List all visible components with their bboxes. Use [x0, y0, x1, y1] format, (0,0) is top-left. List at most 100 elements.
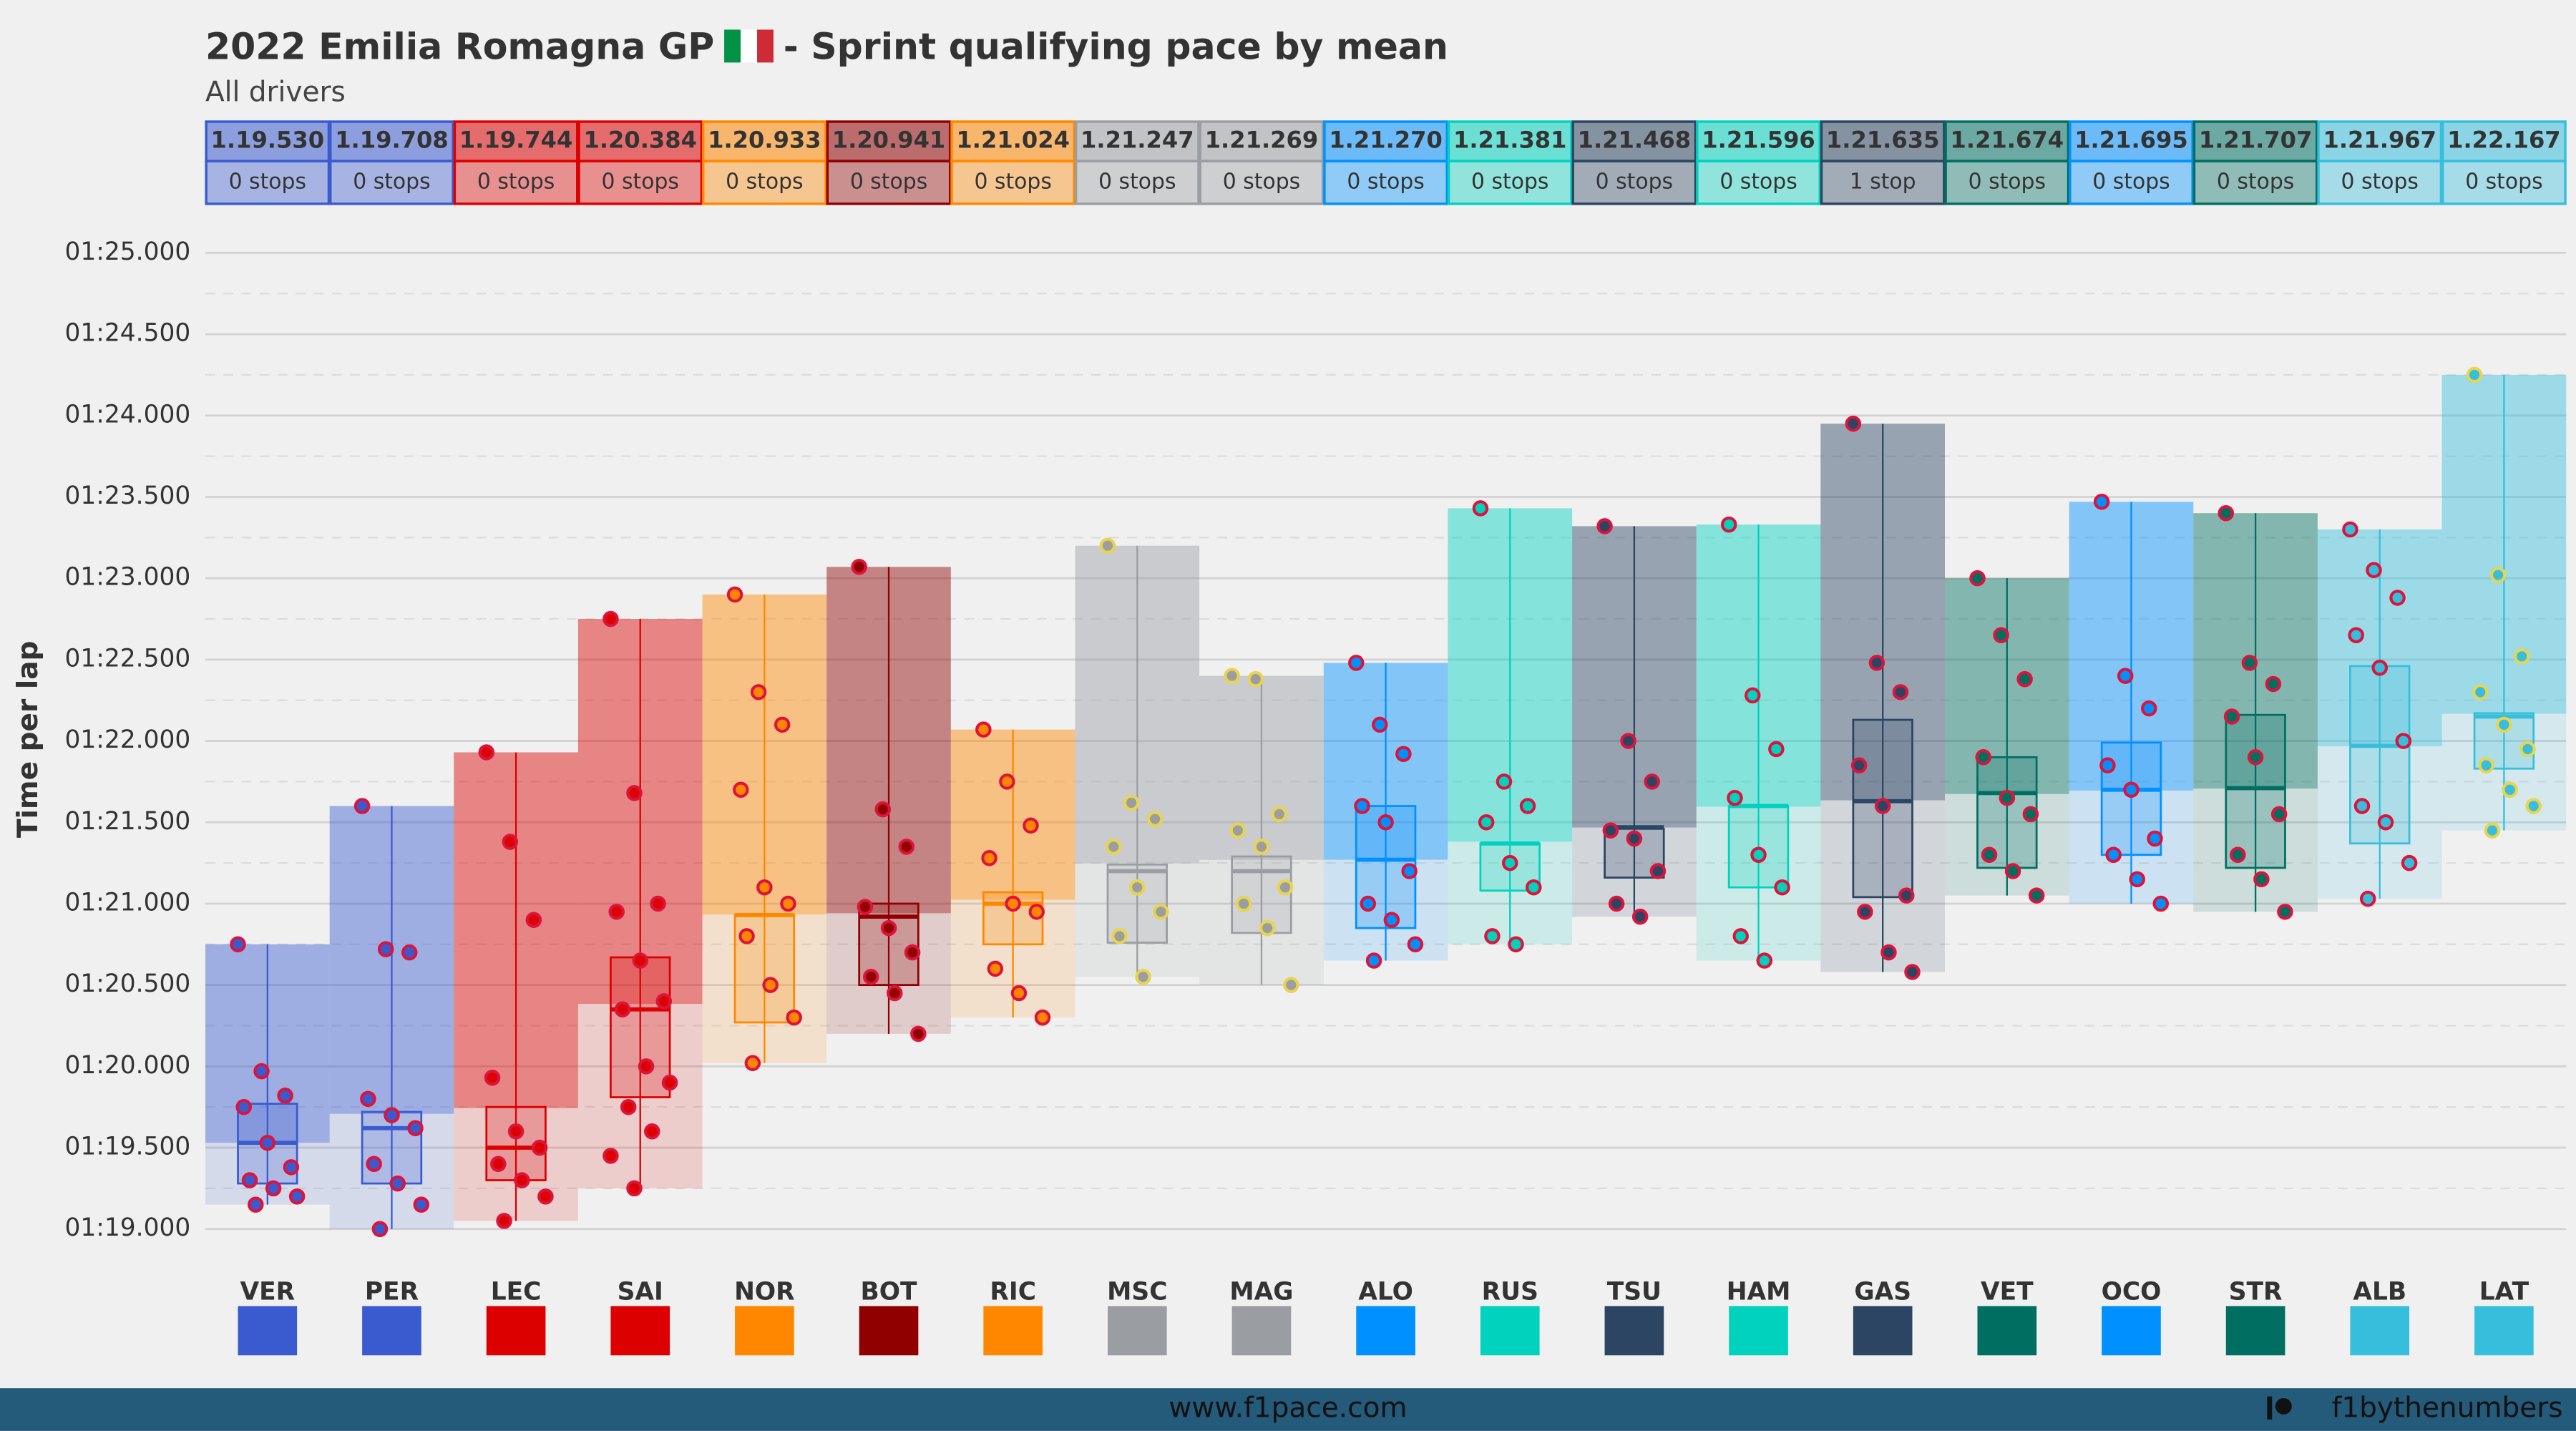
team-logo [1729, 1306, 1788, 1356]
lap-point [1271, 806, 1288, 823]
lap-point [1099, 537, 1116, 554]
box [2349, 665, 2411, 845]
flag [724, 29, 774, 63]
stops-label: 0 stops [1471, 169, 1548, 194]
y-tick-label: 01:21.500 [64, 807, 190, 836]
team-logo [735, 1306, 794, 1356]
lap-point [898, 839, 915, 855]
lap-point [2253, 871, 2270, 888]
lap-point [235, 1098, 253, 1115]
footer-handle: f1bythenumbers [2332, 1392, 2563, 1425]
lap-point [1596, 518, 1613, 534]
footer-bar [0, 1388, 2576, 1431]
driver-label: PER [365, 1278, 419, 1307]
driver-label: LAT [2479, 1278, 2529, 1307]
mean-label: 1.21.024 [956, 127, 1070, 154]
header-cell [1696, 120, 1821, 162]
driver-label: LEC [491, 1278, 542, 1307]
lap-point [2241, 655, 2258, 671]
driver-label: GAS [1854, 1278, 1911, 1307]
header-cell [701, 120, 827, 162]
stops-label: 0 stops [974, 169, 1051, 194]
header-cell [2192, 160, 2318, 205]
lap-point [2016, 670, 2033, 688]
lap-point [525, 912, 542, 928]
team-logo [1480, 1306, 1540, 1356]
mean-label: 1.21.596 [1702, 127, 1815, 154]
lap-point [490, 1156, 507, 1173]
team-logo [2225, 1306, 2285, 1356]
lap-point [2004, 863, 2021, 879]
lap-point [1631, 908, 1649, 925]
lap-point [1247, 670, 1264, 688]
team-logo [610, 1306, 670, 1356]
mean-label: 1.20.941 [832, 127, 946, 154]
lap-point [1981, 846, 1998, 863]
lap-point [1010, 985, 1028, 1002]
header-cell [2441, 120, 2567, 162]
lap-point [2218, 504, 2235, 522]
lap-point [620, 1098, 637, 1115]
lap-point [1857, 904, 1873, 920]
stops-label: 1 stop [1850, 169, 1916, 194]
mean-label: 1.21.674 [1951, 127, 2064, 154]
mean-label: 1.19.708 [335, 127, 449, 154]
lap-point [1904, 964, 1921, 980]
lap-point [1868, 655, 1885, 671]
header-cell [1944, 160, 2070, 205]
mean-label: 1.21.247 [1080, 127, 1194, 154]
lap-point [1106, 839, 1122, 855]
lap-point [1727, 789, 1743, 806]
header-cell [1447, 120, 1573, 162]
y-tick-label: 01:23.500 [64, 482, 190, 510]
lap-point [750, 684, 767, 700]
lap-point [531, 1139, 548, 1156]
lap-point [1123, 794, 1140, 811]
team-logo [983, 1306, 1043, 1356]
footer-icon [2275, 1397, 2292, 1415]
lap-point [1407, 936, 1424, 953]
lap-point [1259, 919, 1276, 937]
lap-point [1768, 741, 1785, 758]
header-cell [950, 160, 1076, 205]
lap-point [2525, 798, 2542, 814]
lap-point [999, 773, 1015, 790]
stops-label: 0 stops [2217, 169, 2294, 194]
lap-point [401, 944, 418, 961]
lap-point [1874, 798, 1891, 814]
lap-point [2502, 781, 2518, 798]
driver-label: OCO [2102, 1278, 2162, 1307]
lap-point [1372, 716, 1388, 733]
driver-label: ALO [1358, 1278, 1413, 1307]
lap-point [887, 985, 903, 1002]
lap-point [1750, 846, 1767, 863]
lap-point [2270, 806, 2288, 823]
lap-point [880, 919, 897, 937]
lap-point [1348, 655, 1365, 671]
lap-point [661, 1074, 678, 1091]
y-tick-label: 01:25.000 [64, 238, 190, 266]
lap-point [2028, 887, 2045, 904]
lap-point [514, 1172, 530, 1188]
lap-point [2371, 659, 2389, 676]
lap-point [851, 559, 867, 575]
lap-point [1153, 904, 1169, 920]
mean-label: 1.20.384 [583, 127, 697, 154]
driver-label: SAI [618, 1278, 663, 1307]
header-cell [329, 160, 454, 205]
lap-point [2093, 494, 2110, 510]
lap-point [2117, 668, 2134, 684]
lap-point [857, 899, 874, 915]
lap-point [2223, 708, 2240, 725]
lap-point [1892, 684, 1909, 700]
lap-point [507, 1123, 525, 1140]
stops-label: 0 stops [850, 169, 927, 194]
lap-point [2247, 749, 2264, 766]
team-logo [486, 1306, 546, 1356]
lap-point [1602, 822, 1619, 839]
header-cell [2441, 160, 2567, 205]
team-logo [362, 1306, 421, 1356]
lap-point [744, 1055, 761, 1072]
lap-point [413, 1196, 430, 1213]
stops-label: 0 stops [1223, 169, 1300, 194]
